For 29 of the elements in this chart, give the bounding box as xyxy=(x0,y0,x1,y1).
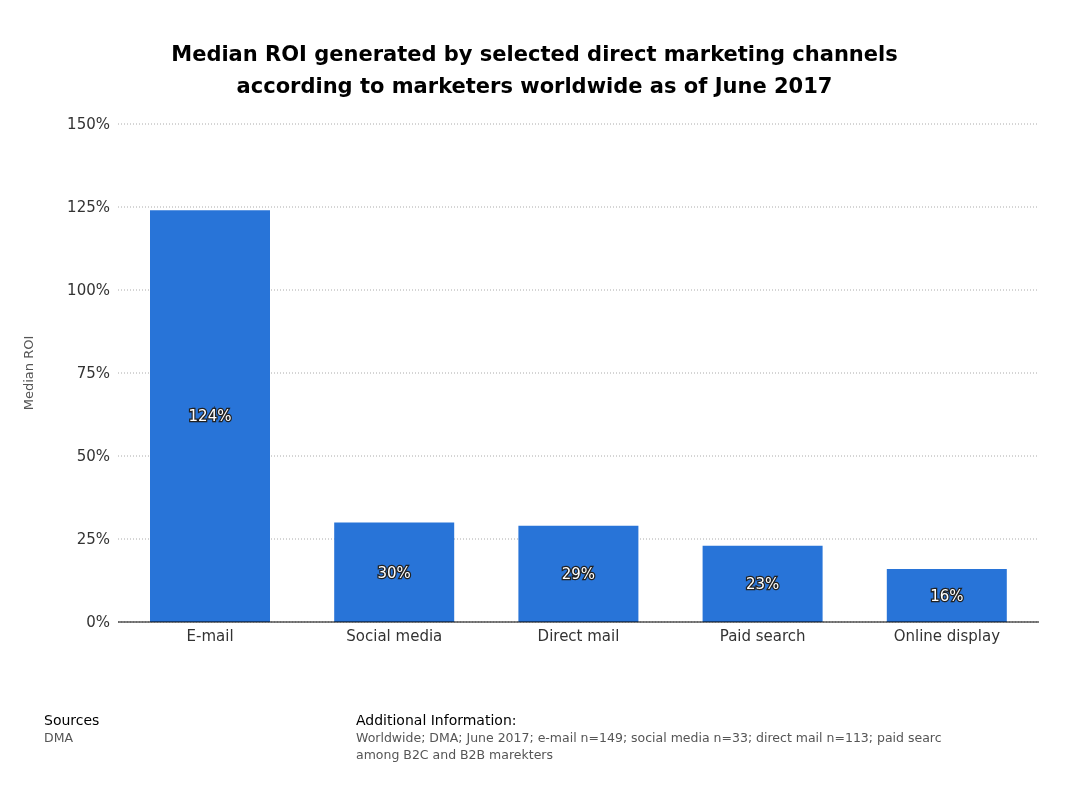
chart-title: Median ROI generated by selected direct marketing channels according to marketers worldwide as of June 2017 xyxy=(170,41,899,100)
text: Worldwide; DMA; June 2017; e-mail n=149; social media n=33; direct mail n=113; paid searc xyxy=(356,729,943,746)
y-tick-label: 75% xyxy=(76,364,110,383)
data-label: 16% xyxy=(930,586,964,605)
x-tick-label: E-mail xyxy=(186,626,234,645)
bar xyxy=(518,525,639,622)
x-tick-label: Social media xyxy=(346,626,443,645)
bar xyxy=(702,545,823,622)
data-label: 29% xyxy=(561,565,596,584)
x-tick-label: Paid search xyxy=(719,626,806,645)
text: Additional Information: xyxy=(356,712,518,729)
x-tick-label: Online display xyxy=(893,626,1001,645)
x-tick-label: Direct mail xyxy=(537,626,620,645)
y-tick-label: 50% xyxy=(76,447,110,466)
text: DMA xyxy=(44,729,74,746)
y-tick-label: 100% xyxy=(67,281,110,300)
data-label: 30% xyxy=(377,563,411,582)
y-tick-label: 0% xyxy=(86,613,110,632)
data-label: 23% xyxy=(745,575,780,594)
y-tick-label: 25% xyxy=(76,530,110,549)
y-axis-title: Median ROI xyxy=(20,335,36,411)
text: among B2C and B2B marekters xyxy=(356,746,554,763)
y-tick-label: 125% xyxy=(67,198,110,217)
bar xyxy=(886,568,1007,622)
data-label: 124% xyxy=(188,407,232,426)
bar xyxy=(150,210,270,622)
text: Sources xyxy=(44,712,101,729)
bar xyxy=(334,522,455,622)
y-tick-label: 150% xyxy=(67,115,110,134)
